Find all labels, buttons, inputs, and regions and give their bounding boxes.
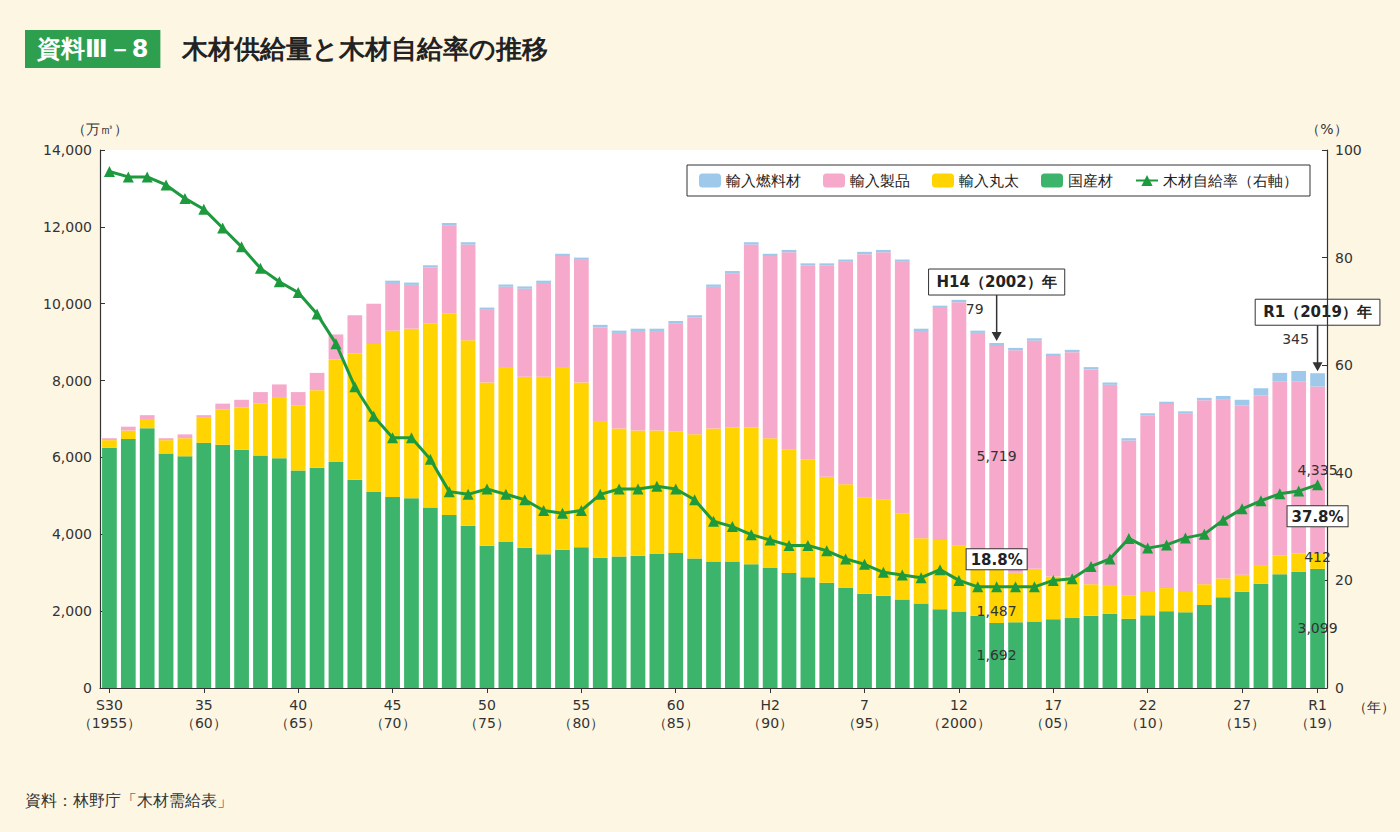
svg-text:（60）: （60） (181, 715, 227, 731)
svg-text:H14（2002）年: H14（2002）年 (937, 273, 1057, 291)
svg-text:345: 345 (1282, 331, 1309, 347)
svg-text:木材自給率（右軸）: 木材自給率（右軸） (1163, 172, 1298, 190)
svg-text:22: 22 (1139, 697, 1157, 713)
svg-text:100: 100 (1335, 142, 1362, 158)
svg-text:4,335: 4,335 (1298, 462, 1338, 478)
svg-text:18.8%: 18.8% (971, 551, 1023, 569)
svg-text:（年）: （年） (1353, 699, 1395, 715)
svg-text:（2000）: （2000） (927, 715, 991, 731)
svg-text:R1（2019）年: R1（2019）年 (1263, 303, 1372, 321)
svg-text:（85）: （85） (653, 715, 699, 731)
svg-text:4,000: 4,000 (52, 526, 92, 542)
svg-text:40: 40 (1335, 465, 1353, 481)
svg-text:0: 0 (1335, 680, 1344, 696)
svg-text:5,719: 5,719 (977, 448, 1017, 464)
svg-text:17: 17 (1044, 697, 1062, 713)
svg-text:2,000: 2,000 (52, 603, 92, 619)
svg-text:35: 35 (195, 697, 213, 713)
svg-text:20: 20 (1335, 572, 1353, 588)
svg-text:H2: H2 (760, 697, 779, 713)
svg-text:1,692: 1,692 (977, 647, 1017, 663)
svg-text:輸入製品: 輸入製品 (850, 172, 910, 190)
svg-text:80: 80 (1335, 250, 1353, 266)
svg-text:R1: R1 (1308, 697, 1327, 713)
svg-text:0: 0 (83, 680, 92, 696)
svg-text:輸入丸太: 輸入丸太 (959, 172, 1019, 190)
svg-text:（95）: （95） (842, 715, 888, 731)
svg-text:8,000: 8,000 (52, 373, 92, 389)
svg-text:37.8%: 37.8% (1292, 508, 1344, 526)
svg-text:12,000: 12,000 (43, 219, 92, 235)
svg-text:1,487: 1,487 (977, 603, 1017, 619)
svg-text:（10）: （10） (1125, 715, 1171, 731)
svg-text:（75）: （75） (464, 715, 510, 731)
svg-text:（万㎥）: （万㎥） (72, 121, 128, 137)
svg-text:（65）: （65） (275, 715, 321, 731)
svg-text:資料Ⅲ－8: 資料Ⅲ－8 (36, 35, 148, 63)
svg-text:50: 50 (478, 697, 496, 713)
svg-text:輸入燃料材: 輸入燃料材 (726, 172, 801, 190)
svg-text:40: 40 (289, 697, 307, 713)
svg-text:（1955）: （1955） (78, 715, 142, 731)
svg-text:（15）: （15） (1219, 715, 1265, 731)
svg-text:14,000: 14,000 (43, 142, 92, 158)
svg-text:7: 7 (860, 697, 869, 713)
svg-text:10,000: 10,000 (43, 296, 92, 312)
svg-text:（90）: （90） (747, 715, 793, 731)
svg-text:12: 12 (950, 697, 968, 713)
svg-text:55: 55 (572, 697, 590, 713)
svg-text:60: 60 (1335, 357, 1353, 373)
svg-text:木材供給量と木材自給率の推移: 木材供給量と木材自給率の推移 (181, 34, 548, 64)
svg-text:国産材: 国産材 (1068, 172, 1113, 190)
svg-text:資料：林野庁「木材需給表」: 資料：林野庁「木材需給表」 (25, 791, 233, 810)
svg-text:（19）: （19） (1295, 715, 1341, 731)
svg-text:79: 79 (966, 301, 984, 317)
svg-text:S30: S30 (96, 697, 123, 713)
svg-text:（05）: （05） (1030, 715, 1076, 731)
svg-text:（%）: （%） (1306, 121, 1347, 137)
svg-text:3,099: 3,099 (1298, 620, 1338, 636)
svg-text:27: 27 (1233, 697, 1251, 713)
svg-text:45: 45 (384, 697, 402, 713)
svg-text:（80）: （80） (558, 715, 604, 731)
svg-text:6,000: 6,000 (52, 449, 92, 465)
svg-text:60: 60 (667, 697, 685, 713)
svg-text:412: 412 (1304, 549, 1331, 565)
svg-text:（70）: （70） (370, 715, 416, 731)
